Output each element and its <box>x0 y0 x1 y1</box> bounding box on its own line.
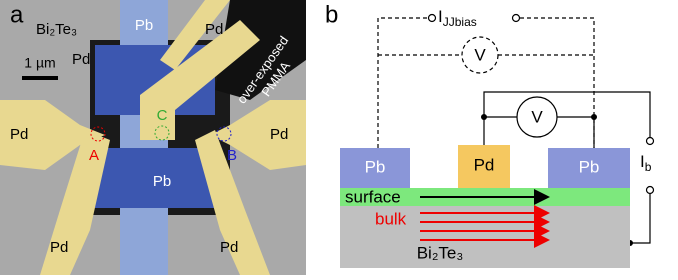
scale-bar-label: 1 µm <box>24 55 55 71</box>
panel-label: a <box>10 1 24 28</box>
label: Pd <box>72 51 90 68</box>
label: Pd <box>50 239 68 256</box>
label: Pb <box>135 17 153 34</box>
label: bulk <box>375 209 407 228</box>
current-label: Ib <box>640 152 652 174</box>
figure: a Bi₂Te₃ Pb Pd Pd 1 µm over-exposed PMMA… <box>0 0 678 275</box>
label: Pd <box>205 21 223 38</box>
label: Pd <box>220 239 238 256</box>
panel-label: b <box>325 1 338 28</box>
label: C <box>157 107 168 124</box>
voltmeter-label: V <box>531 107 543 126</box>
label: Pd <box>270 126 288 143</box>
voltmeter-label: V <box>474 45 486 64</box>
label: Bi₂Te₃ <box>417 243 464 262</box>
sem-image <box>0 0 306 275</box>
label: Bi₂Te₃ <box>36 21 77 38</box>
label: surface <box>345 187 401 206</box>
current-label: IJJbias <box>438 7 477 29</box>
label: Pb <box>365 157 386 176</box>
label: Pb <box>579 157 600 176</box>
label: Pd <box>10 126 28 143</box>
label: A <box>89 147 99 164</box>
label: B <box>227 147 237 164</box>
label: Pb <box>153 173 171 190</box>
label: Pd <box>474 155 495 174</box>
